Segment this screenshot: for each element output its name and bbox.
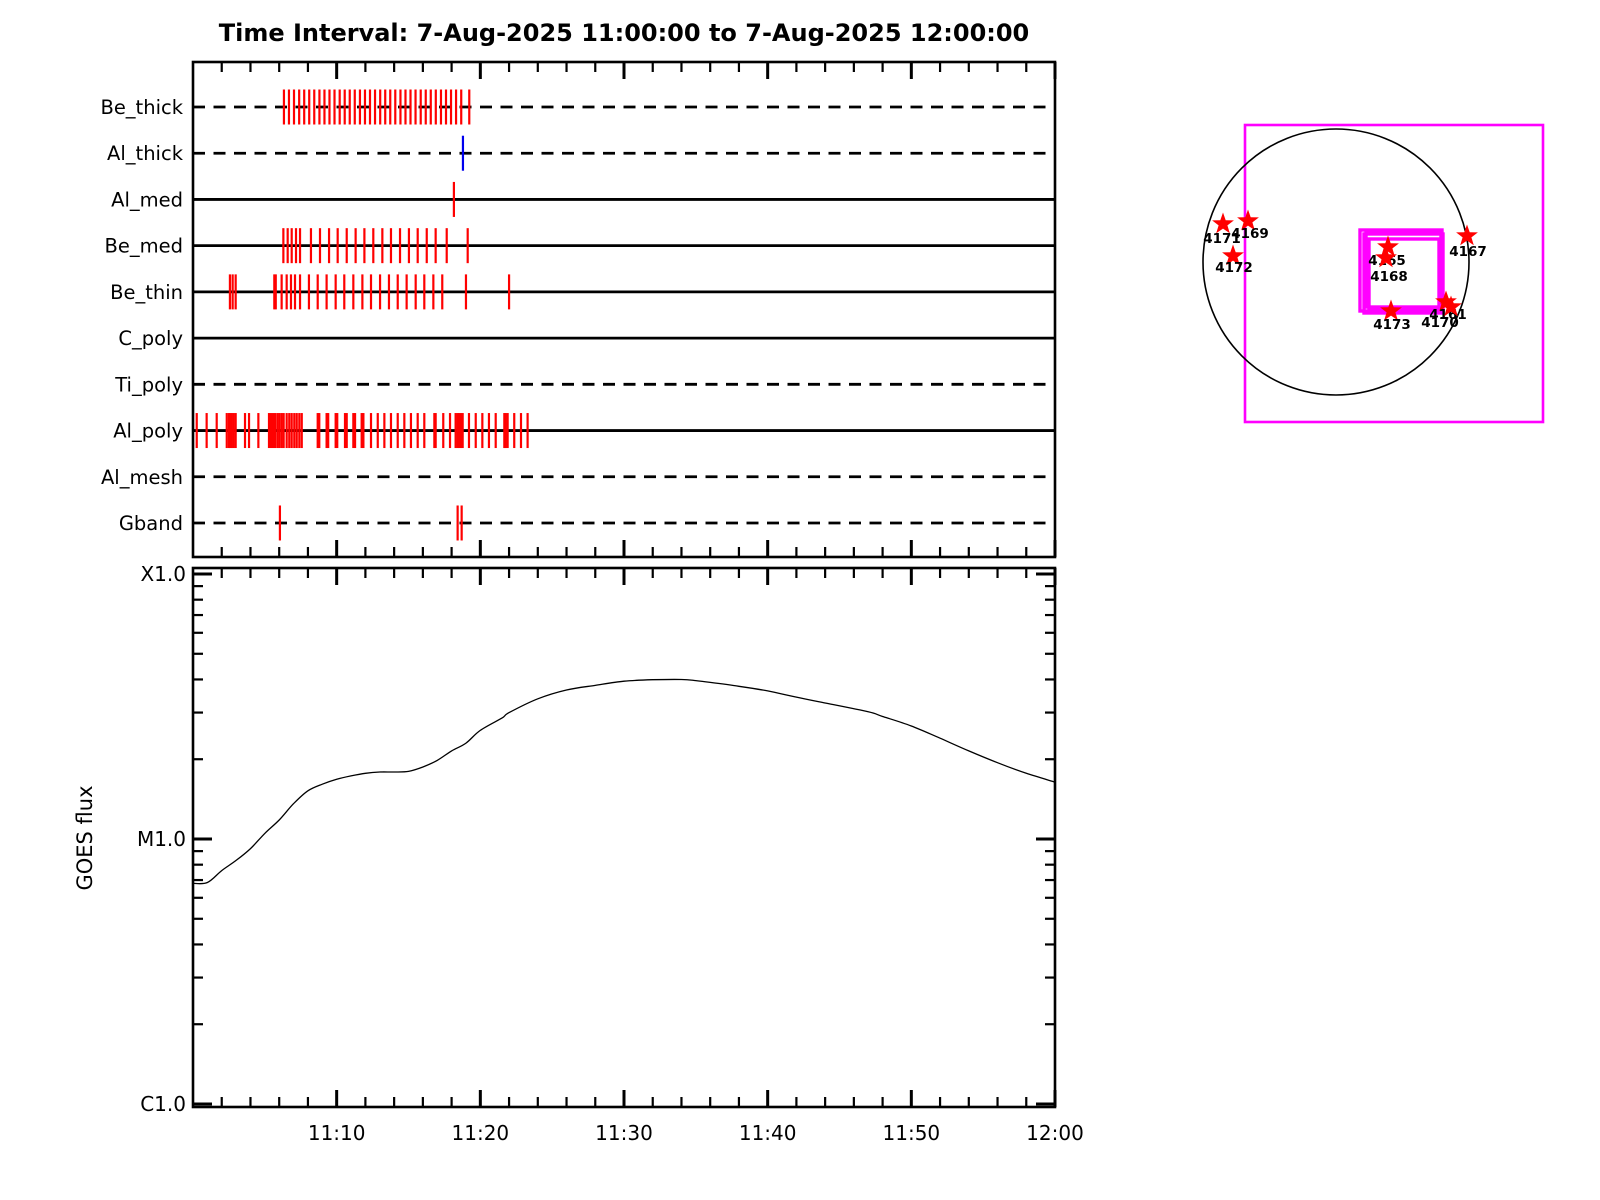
goes-x-tick-label: 11:50 [883,1121,941,1145]
active-region-star-4169 [1237,209,1259,231]
goes-x-tick-label: 11:20 [452,1121,510,1145]
solar-disk-limb [1202,128,1470,396]
channel-label-Al_poly: Al_poly [113,420,183,443]
fov-box [1243,123,1545,424]
timeline-frame [191,60,1057,559]
channel-label-Be_thick: Be_thick [100,96,183,119]
goes-x-tick-label: 11:30 [595,1121,653,1145]
active-region-star-4161 [1435,290,1457,312]
goes-x-tick-label: 12:00 [1026,1121,1084,1145]
active-region-star-4173 [1380,299,1402,321]
active-region-label-4172: 4172 [1215,260,1253,276]
active-region-star-4168 [1375,246,1397,268]
goes-y-tick-label: C1.0 [140,1092,186,1116]
goes-y-tick-label: X1.0 [140,562,186,586]
goes-x-tick-label: 11:40 [739,1121,797,1145]
goes-flux-curve [192,678,1056,885]
active-region-label-4167: 4167 [1449,244,1487,260]
channel-label-Gband: Gband [119,512,183,535]
channel-label-Be_med: Be_med [105,235,184,258]
goes-frame [191,566,1057,1109]
active-region-star-4167 [1456,224,1478,246]
solar-map-panel: 417141694172416541684167416141704173 [1202,123,1545,424]
active-region-label-4161: 4161 [1429,307,1467,323]
channel-label-Al_thick: Al_thick [107,142,184,165]
active-region-star-4171 [1212,212,1234,234]
channel-label-Al_mesh: Al_mesh [101,466,183,489]
channel-label-C_poly: C_poly [118,327,183,350]
channel-label-Ti_poly: Ti_poly [114,373,183,396]
goes-y-tick-label: M1.0 [137,827,186,851]
active-region-star-4172 [1222,244,1244,266]
channel-label-Al_med: Al_med [111,188,183,211]
channel-label-Be_thin: Be_thin [110,281,183,304]
active-region-star-4170 [1440,295,1462,317]
active-region-label-4168: 4168 [1370,269,1408,285]
active-region-label-4171: 4171 [1203,231,1241,247]
plot-title: Time Interval: 7-Aug-2025 11:00:00 to 7-… [219,19,1030,47]
xrt-fov-box [1367,237,1441,311]
timeline-panel: Be_thick Al_thick Al_med Be_med Be_thin C_pol… [100,60,1057,559]
active-region-star-4165 [1377,235,1399,257]
goes-y-axis-title: GOES flux [73,785,97,890]
goes-flux-panel: X1.0 M1.0 C1.0 11:10 11:20 11:30 11:40 11:50 12:… [73,562,1084,1145]
active-region-label-4169: 4169 [1231,226,1269,242]
xrt-fov-box [1364,231,1443,309]
goes-x-tick-label: 11:10 [308,1121,366,1145]
active-region-label-4170: 4170 [1421,315,1459,331]
active-region-label-4173: 4173 [1373,317,1411,333]
